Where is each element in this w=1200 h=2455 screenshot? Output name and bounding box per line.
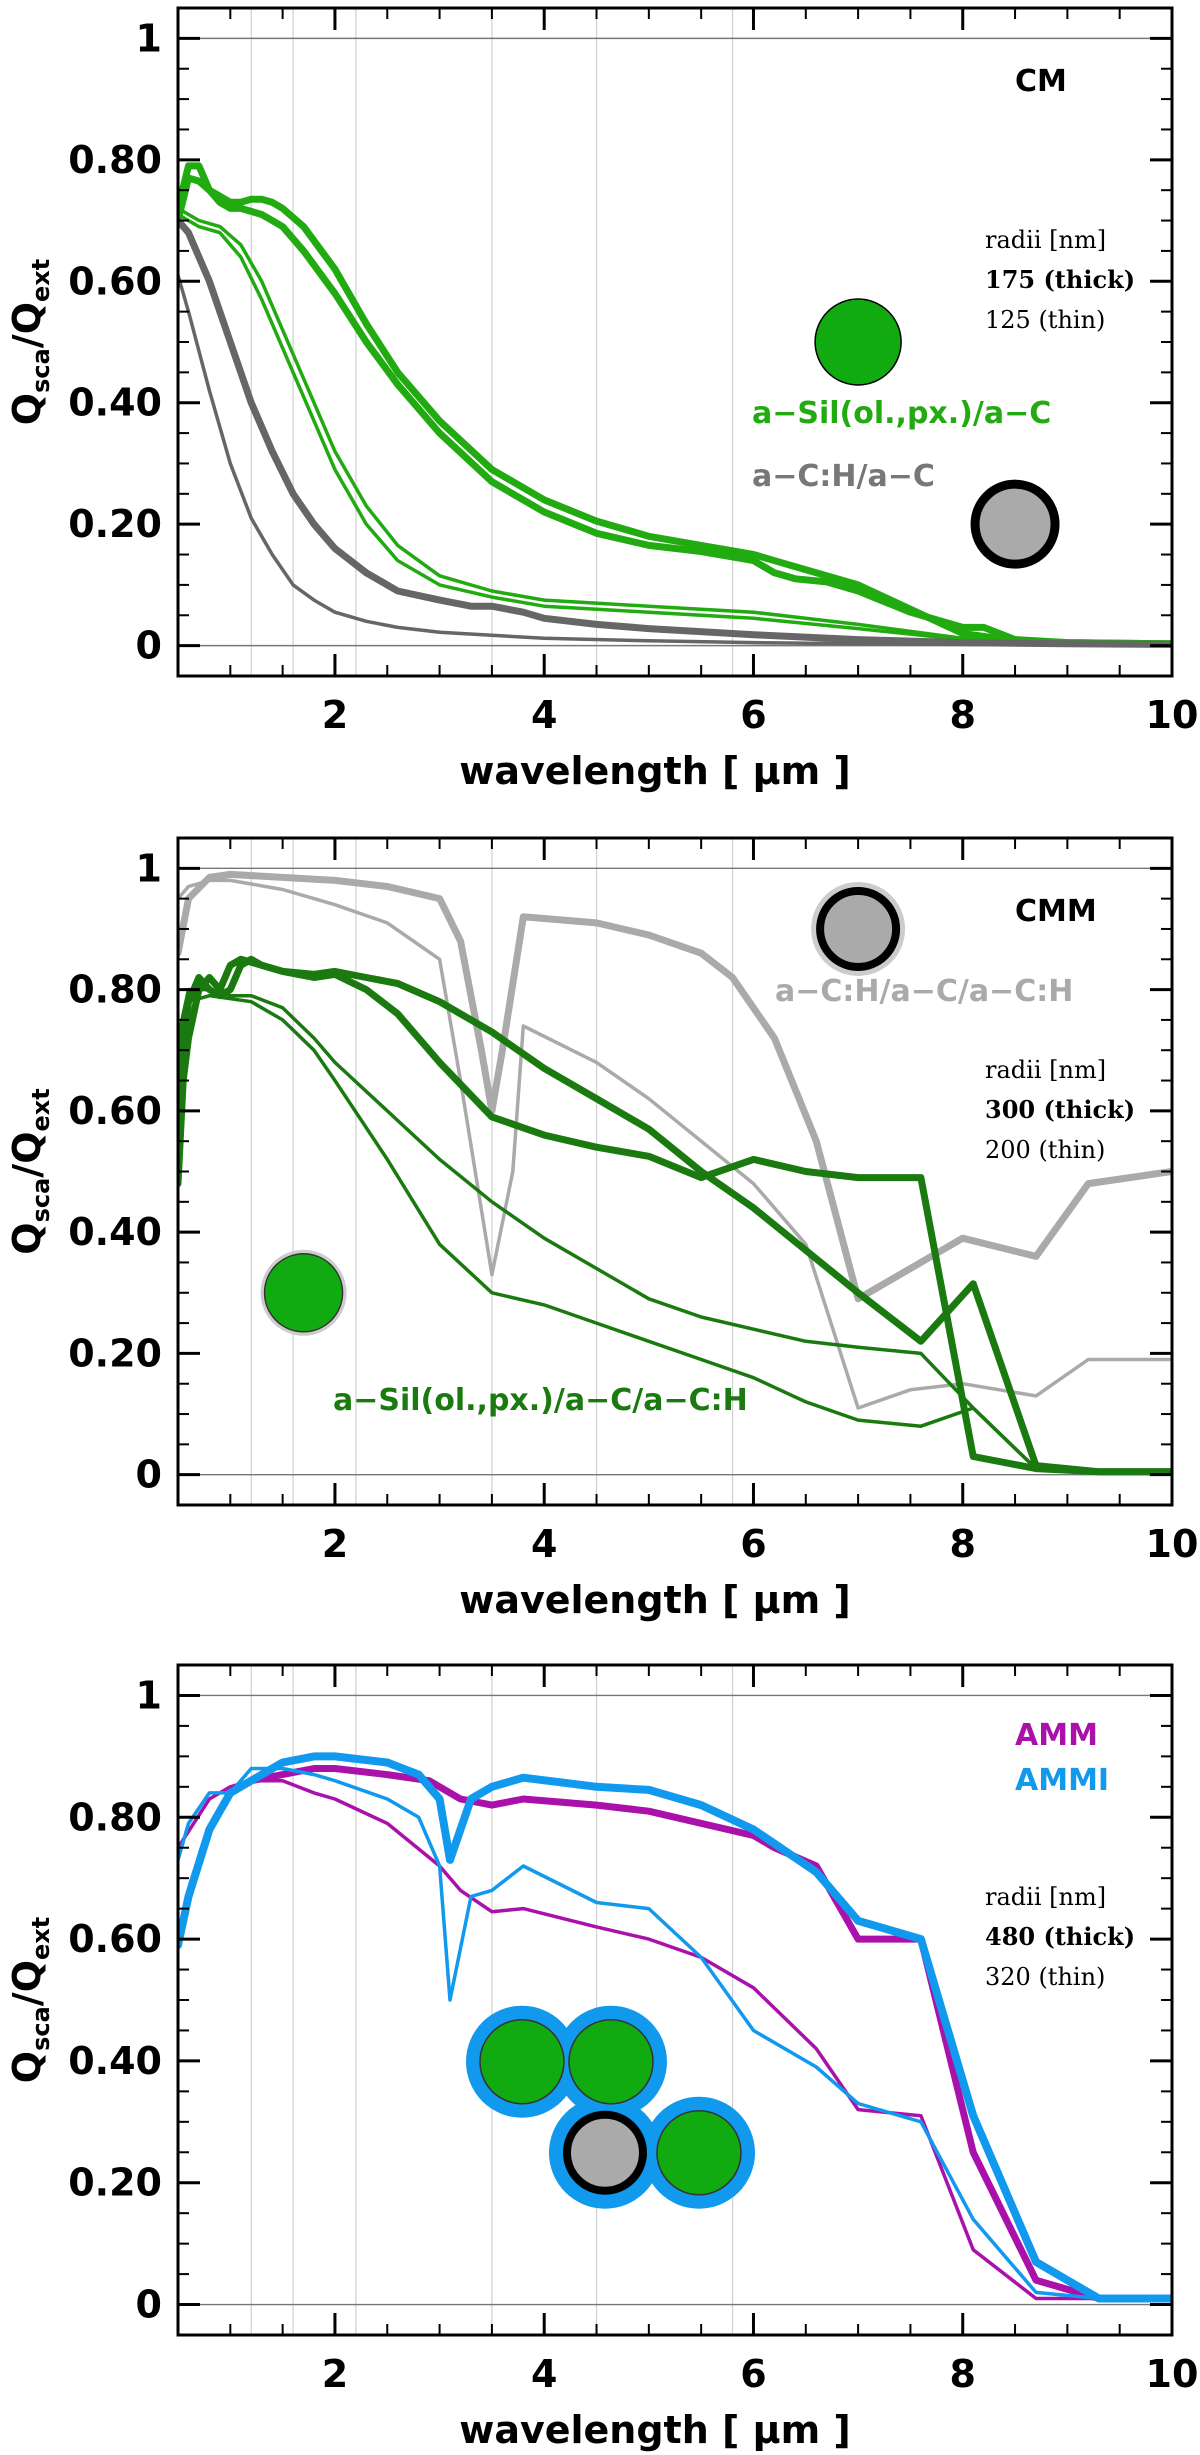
y-tick-label: 0.20 — [68, 502, 162, 546]
radii-title: radii [nm] — [985, 226, 1106, 254]
panel-amm: 0 0.20 0.40 0.60 0.80 1 2 4 6 8 10 wavelength [ μm … — [5, 1663, 1199, 2452]
y-tick-label: 0.60 — [68, 1089, 162, 1133]
y-axis-title: Qsca/Qext — [5, 1088, 55, 1254]
series-line — [178, 1766, 1172, 2301]
x-axis-title: wavelength [ μm ] — [459, 749, 851, 793]
series-label: a−Sil(ol.,px.)/a−C — [752, 396, 1051, 431]
x-tick-label: 6 — [740, 2352, 766, 2396]
series-line — [178, 993, 1172, 1474]
y-tick-label: 0.40 — [68, 2039, 162, 2083]
y-tick-label: 1 — [136, 16, 162, 60]
y-tick-label: 1 — [136, 846, 162, 890]
x-tick-label: 6 — [740, 693, 766, 737]
x-tick-label: 8 — [950, 2352, 976, 2396]
y-tick-label: 0.60 — [68, 259, 162, 303]
series-line — [178, 206, 1172, 646]
model-label: CM — [1015, 64, 1067, 99]
radii-thick: 175 (thick) — [985, 265, 1135, 294]
grain-core-icon — [814, 298, 902, 386]
grain-mantle-icon — [970, 479, 1060, 569]
series-label: a−Sil(ol.,px.)/a−C/a−C:H — [333, 1383, 748, 1418]
y-axis-title: Qsca/Qext — [5, 1917, 55, 2083]
y-tick-label: 0.60 — [68, 1917, 162, 1961]
aggregate-core-icon — [479, 2018, 565, 2105]
radii-title: radii [nm] — [985, 1056, 1106, 1084]
series-line — [178, 1765, 1172, 2302]
series-line — [178, 162, 1172, 648]
x-axis-title: wavelength [ μm ] — [459, 2408, 851, 2452]
series-line — [178, 174, 1172, 648]
series-line — [178, 987, 1172, 1474]
aggregate-core-icon — [568, 2018, 654, 2105]
plot-frame — [176, 6, 1174, 678]
x-tick-label: 2 — [322, 2352, 348, 2396]
y-tick-label: 0.20 — [68, 2161, 162, 2205]
y-tick-label: 0.80 — [68, 138, 162, 182]
y-tick-label: 0 — [136, 624, 162, 668]
x-tick-label: 10 — [1146, 2352, 1199, 2396]
y-axis-title: Qsca/Qext — [5, 259, 55, 425]
y-tick-label: 0 — [136, 2283, 162, 2327]
series-line — [178, 273, 1172, 647]
y-tick-label: 1 — [136, 1673, 162, 1717]
series-group — [178, 162, 1172, 648]
x-tick-label: 4 — [531, 2352, 557, 2396]
grain-core-icon — [263, 1253, 344, 1333]
series-line — [178, 955, 1172, 1476]
series-group — [178, 1752, 1172, 2303]
y-tick-label: 0.80 — [68, 1795, 162, 1839]
series-line — [178, 955, 1172, 1476]
y-tick-label: 0.80 — [68, 968, 162, 1012]
y-tick-label: 0.40 — [68, 1210, 162, 1254]
series-label: a−C:H/a−C/a−C:H — [775, 974, 1073, 1009]
radii-thin: 320 (thin) — [985, 1963, 1105, 1991]
model-label-2: AMMI — [1015, 1763, 1109, 1798]
model-label: CMM — [1015, 894, 1097, 929]
radii-title: radii [nm] — [985, 1883, 1106, 1911]
x-tick-label: 8 — [950, 1522, 976, 1566]
y-tick-label: 0 — [136, 1453, 162, 1497]
x-tick-label: 8 — [950, 693, 976, 737]
x-tick-label: 2 — [322, 693, 348, 737]
series-line — [178, 878, 1172, 1410]
radii-thin: 200 (thin) — [985, 1136, 1105, 1164]
y-tick-label: 0.40 — [68, 381, 162, 425]
series-group — [178, 870, 1172, 1476]
series-line — [178, 1778, 1172, 2301]
series-line — [178, 870, 1172, 1303]
series-line — [178, 212, 1172, 647]
y-tick-label: 0.20 — [68, 1331, 162, 1375]
panel-cmm: 0 0.20 0.40 0.60 0.80 1 2 4 6 8 10 wavelength [ μm … — [5, 836, 1199, 1622]
radii-thick: 480 (thick) — [985, 1922, 1135, 1951]
series-line — [178, 217, 1172, 648]
aggregate-core-icon — [562, 2110, 647, 2195]
x-tick-label: 6 — [740, 1522, 766, 1566]
x-tick-label: 10 — [1146, 1522, 1199, 1566]
series-label: a−C:H/a−C — [752, 459, 935, 494]
x-tick-label: 2 — [322, 1522, 348, 1566]
x-axis-title: wavelength [ μm ] — [459, 1578, 851, 1622]
panel-cm: 0 0.20 0.40 0.60 0.80 1 2 4 6 8 10 wavelength [ μm … — [5, 6, 1199, 793]
aggregate-core-icon — [656, 2109, 742, 2196]
x-tick-label: 4 — [531, 693, 557, 737]
radii-thin: 125 (thin) — [985, 306, 1105, 334]
x-tick-label: 10 — [1146, 693, 1199, 737]
series-line — [178, 1752, 1172, 2303]
grain-mantle-icon — [816, 886, 901, 971]
radii-thick: 300 (thick) — [985, 1095, 1135, 1124]
x-tick-label: 4 — [531, 1522, 557, 1566]
model-label: AMM — [1015, 1718, 1098, 1753]
